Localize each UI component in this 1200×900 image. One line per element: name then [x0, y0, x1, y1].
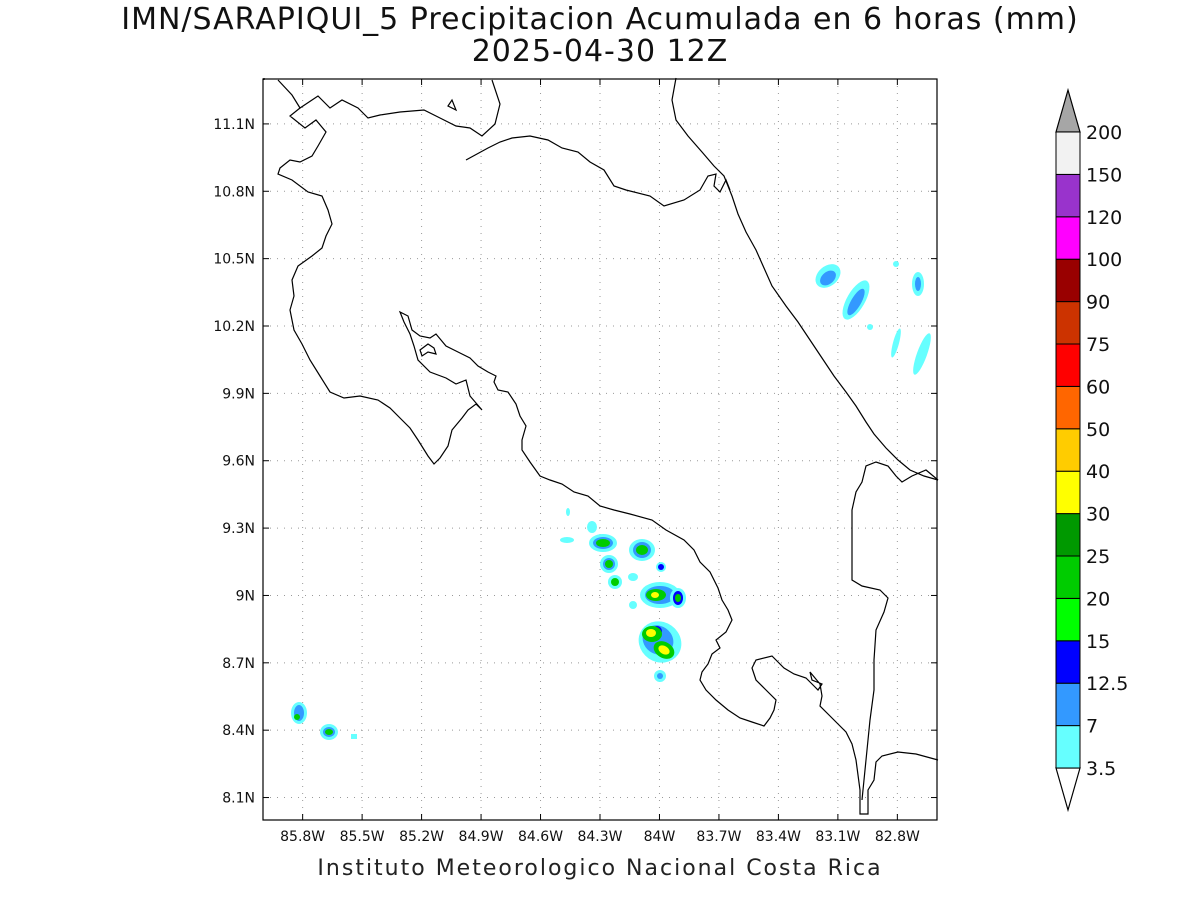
- colorbar-under-arrow: [1055, 767, 1081, 813]
- colorbar-label: 40: [1086, 461, 1110, 483]
- colorbar-label: 120: [1086, 207, 1122, 229]
- lat-tick-label: 10.2N: [213, 319, 255, 335]
- colorbar-over-arrow: [1055, 87, 1081, 133]
- colorbar-swatch: [1055, 640, 1081, 684]
- colorbar-label: 12.5: [1086, 673, 1128, 695]
- lon-tick-label: 83.4W: [756, 829, 801, 845]
- colorbar-swatch: [1055, 131, 1081, 175]
- colorbar-label: 30: [1086, 504, 1110, 526]
- longitude-axis: 85.8W 85.5W 85.2W 84.9W 84.6W 84.3W 84W 83.7W 83…: [280, 79, 920, 845]
- colorbar-label: 50: [1086, 419, 1110, 441]
- latitude-axis: 11.1N 10.8N 10.5N 10.2N 9.9N 9.6N 9.3N 9N 8.7N 8.…: [213, 117, 937, 807]
- lake-shore: [465, 135, 731, 207]
- colorbar-label: 60: [1086, 376, 1110, 398]
- lat-tick-label: 9.3N: [222, 521, 255, 537]
- colorbar-swatch: [1055, 682, 1081, 727]
- footer-credit: Instituto Meteorologico Nacional Costa R…: [317, 856, 883, 881]
- colorbar-label: 150: [1086, 164, 1122, 186]
- lon-tick-label: 82.8W: [875, 829, 920, 845]
- colorbar-swatch: [1055, 258, 1081, 303]
- lon-tick-label: 83.1W: [815, 829, 860, 845]
- colorbar-swatch: [1055, 555, 1081, 599]
- precip-cell-pacific-south: [560, 508, 686, 682]
- lon-tick-label: 83.7W: [696, 829, 741, 845]
- colorbar-swatch: [1055, 343, 1081, 387]
- colorbar-label: 15: [1086, 631, 1110, 653]
- colorbar-swatch: [1055, 301, 1081, 345]
- lat-tick-label: 8.1N: [222, 791, 255, 807]
- nicaragua-border-top: [277, 79, 501, 137]
- colorbar-swatch: [1055, 216, 1081, 260]
- lon-tick-label: 84.6W: [518, 829, 563, 845]
- colorbar-label: 100: [1086, 249, 1122, 271]
- lon-tick-label: 85.5W: [340, 829, 385, 845]
- colorbar-swatch: [1055, 513, 1081, 557]
- gridlines: [263, 79, 937, 820]
- panama-border: [851, 461, 939, 801]
- colorbar-swatch: [1055, 173, 1081, 218]
- map-frame-background: [263, 79, 937, 820]
- colorbar-label: 20: [1086, 588, 1110, 610]
- lon-tick-label: 85.8W: [280, 829, 325, 845]
- map-title: IMN/SARAPIQUI_5 Precipitacion Acumulada …: [121, 2, 1079, 37]
- precip-cell-southwest: [291, 702, 357, 740]
- precip-cell-caribbean: [815, 261, 931, 375]
- colorbar-label: 90: [1086, 292, 1110, 314]
- lake-small: [447, 98, 458, 112]
- lat-tick-label: 9N: [236, 588, 255, 604]
- nicoya-inlet: [419, 343, 437, 357]
- lat-tick-label: 8.4N: [222, 723, 255, 739]
- colorbar-label: 75: [1086, 334, 1110, 356]
- caribbean-coast: [671, 77, 939, 481]
- precipitation-areas: [291, 261, 931, 740]
- colorbar-label: 3.5: [1086, 758, 1116, 780]
- lon-tick-label: 84.9W: [459, 829, 504, 845]
- lat-tick-label: 8.7N: [222, 656, 255, 672]
- lon-tick-label: 85.2W: [399, 829, 444, 845]
- colorbar-label: 200: [1086, 122, 1122, 144]
- lat-tick-label: 9.6N: [222, 454, 255, 470]
- colorbar-label: 25: [1086, 546, 1110, 568]
- map-subtitle-datetime: 2025-04-30 12Z: [471, 34, 729, 69]
- lat-tick-label: 9.9N: [222, 386, 255, 402]
- colorbar-swatch: [1055, 725, 1081, 769]
- colorbar-swatch: [1055, 597, 1081, 642]
- lon-tick-label: 84W: [644, 829, 676, 845]
- colorbar-swatch: [1055, 470, 1081, 515]
- lat-tick-label: 10.8N: [213, 184, 255, 200]
- colorbar-legend: 3.5 7 12.5 15 20 25 30 40 50 60 75 90 100 120 150 200: [1055, 87, 1128, 813]
- coastlines: [263, 77, 939, 815]
- lon-tick-label: 84.3W: [577, 829, 622, 845]
- lat-tick-label: 11.1N: [213, 117, 255, 133]
- colorbar-swatch: [1055, 385, 1081, 430]
- lat-tick-label: 10.5N: [213, 252, 255, 268]
- colorbar-label: 7: [1086, 716, 1098, 738]
- colorbar-swatch: [1055, 428, 1081, 472]
